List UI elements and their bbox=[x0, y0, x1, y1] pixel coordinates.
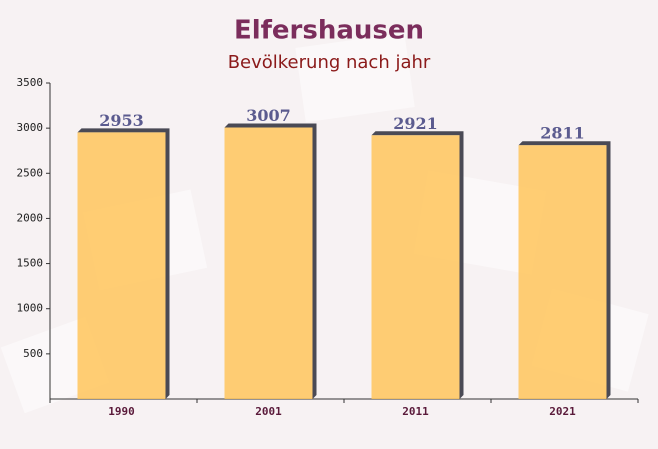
x-tick-label: 2011 bbox=[402, 405, 429, 418]
bar bbox=[518, 145, 607, 399]
bar bbox=[371, 135, 460, 399]
y-tick-label: 3500 bbox=[17, 76, 44, 89]
y-tick-label: 2000 bbox=[17, 211, 44, 224]
value-label: 3007 bbox=[246, 106, 291, 125]
bar bbox=[77, 132, 166, 399]
y-tick-label: 1000 bbox=[17, 302, 44, 315]
chart-title: Elfershausen bbox=[234, 16, 424, 46]
y-tick-label: 2500 bbox=[17, 166, 44, 179]
bar bbox=[224, 127, 313, 399]
x-tick-label: 2001 bbox=[255, 405, 282, 418]
value-label: 2953 bbox=[99, 111, 144, 130]
chart-subtitle: Bevölkerung nach jahr bbox=[228, 52, 431, 73]
x-tick-label: 2021 bbox=[549, 405, 576, 418]
value-label: 2921 bbox=[393, 114, 438, 133]
y-tick-label: 3000 bbox=[17, 121, 44, 134]
value-label: 2811 bbox=[540, 124, 585, 143]
y-tick-label: 1500 bbox=[17, 257, 44, 270]
x-tick-label: 1990 bbox=[108, 405, 135, 418]
y-tick-label: 500 bbox=[23, 347, 43, 360]
